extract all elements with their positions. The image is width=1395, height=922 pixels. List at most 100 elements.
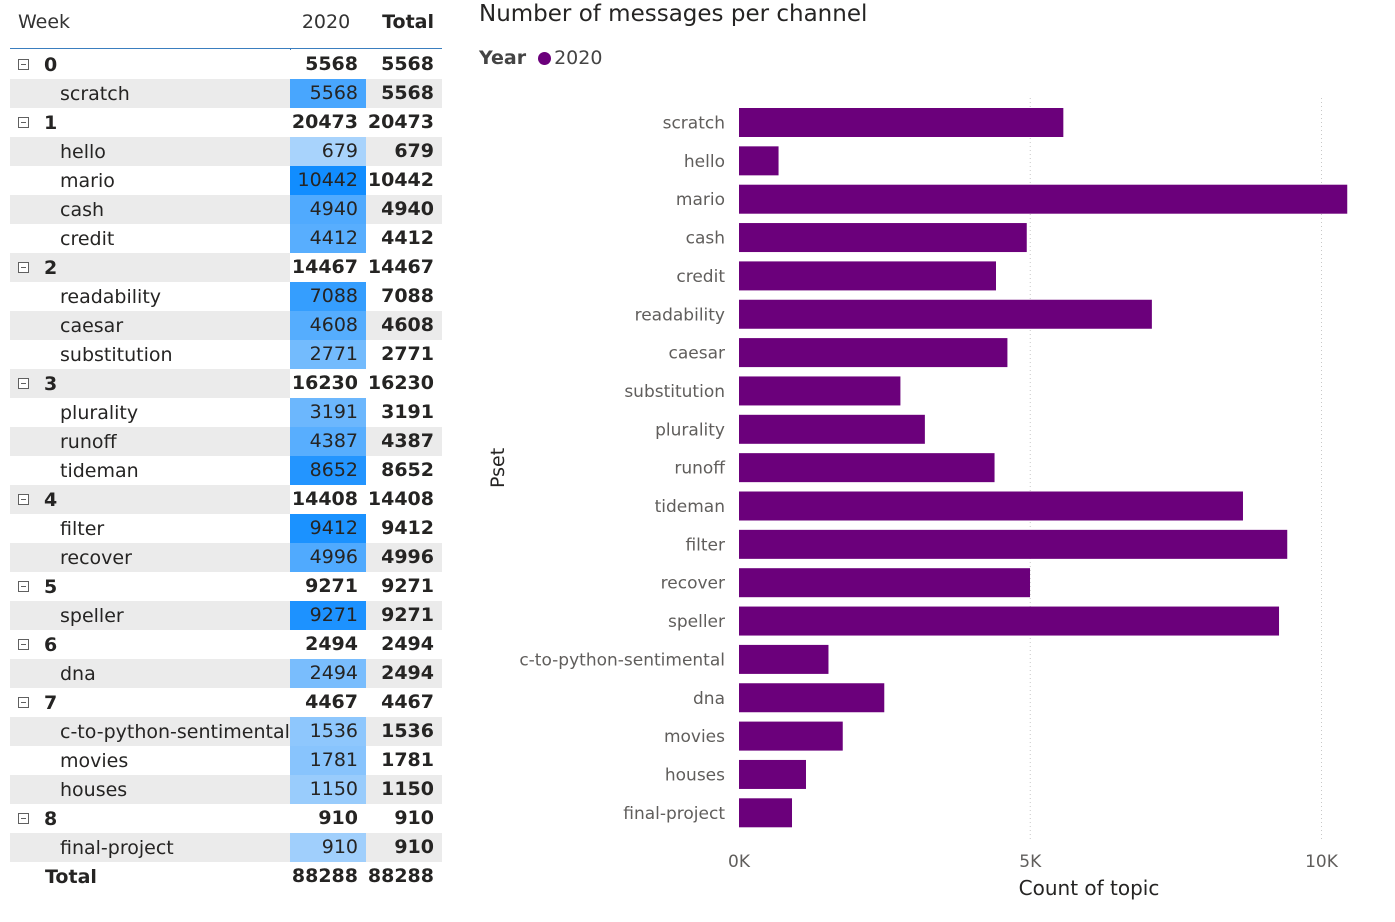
value-2020-cell[interactable]: 9271 (290, 601, 366, 630)
total-cell[interactable]: 3191 (381, 401, 434, 423)
table-row[interactable]: runoff 4387 4387 (10, 427, 442, 456)
value-2020-cell[interactable]: 10442 (290, 166, 366, 195)
total-cell[interactable]: 2771 (381, 343, 434, 365)
table-row[interactable]: speller 9271 9271 (10, 601, 442, 630)
value-2020-cell[interactable]: 679 (290, 137, 366, 166)
collapse-toggle-icon[interactable] (18, 378, 29, 389)
bar-speller[interactable] (739, 606, 1280, 636)
table-row[interactable]: scratch 5568 5568 (10, 79, 442, 108)
group-row[interactable]: 2 14467 14467 (10, 253, 442, 282)
table-row[interactable]: hello 679 679 (10, 137, 442, 166)
group-row[interactable]: 4 14408 14408 (10, 485, 442, 514)
bar-runoff[interactable] (739, 453, 995, 483)
value-2020-cell[interactable]: 4412 (290, 224, 366, 253)
value-2020-cell[interactable]: 4608 (290, 311, 366, 340)
table-row[interactable]: plurality 3191 3191 (10, 398, 442, 427)
bar-credit[interactable] (739, 261, 996, 291)
table-row[interactable]: houses 1150 1150 (10, 775, 442, 804)
table-row[interactable]: cash 4940 4940 (10, 195, 442, 224)
value-2020-cell[interactable]: 88288 (290, 862, 366, 891)
collapse-toggle-icon[interactable] (18, 117, 29, 128)
table-row[interactable]: readability 7088 7088 (10, 282, 442, 311)
total-cell[interactable]: 9271 (381, 604, 434, 626)
total-cell[interactable]: 20473 (366, 108, 442, 137)
total-cell[interactable]: 4467 (366, 688, 442, 717)
group-row[interactable]: 7 4467 4467 (10, 688, 442, 717)
value-2020-cell[interactable]: 910 (290, 804, 366, 833)
group-row[interactable]: 6 2494 2494 (10, 630, 442, 659)
total-cell[interactable]: 14408 (366, 485, 442, 514)
value-2020-cell[interactable]: 5568 (290, 79, 366, 108)
group-row[interactable]: 5 9271 9271 (10, 572, 442, 601)
bar-cash[interactable] (739, 223, 1027, 253)
value-2020-cell[interactable]: 4467 (290, 688, 366, 717)
table-row[interactable]: c-to-python-sentimental 1536 1536 (10, 717, 442, 746)
bar-substitution[interactable] (739, 376, 901, 406)
bar-final-project[interactable] (739, 798, 793, 828)
year-2020-column-header[interactable]: 2020 (301, 11, 351, 33)
value-2020-cell[interactable]: 4996 (290, 543, 366, 572)
collapse-toggle-icon[interactable] (18, 639, 29, 650)
grand-total-row[interactable]: Total 88288 88288 (10, 862, 442, 891)
table-row[interactable]: dna 2494 2494 (10, 659, 442, 688)
bar-recover[interactable] (739, 568, 1031, 598)
total-cell[interactable]: 8652 (381, 459, 434, 481)
total-cell[interactable]: 4412 (381, 227, 434, 249)
value-2020-cell[interactable]: 3191 (290, 398, 366, 427)
total-cell[interactable]: 7088 (381, 285, 434, 307)
table-row[interactable]: movies 1781 1781 (10, 746, 442, 775)
value-2020-cell[interactable]: 8652 (290, 456, 366, 485)
total-cell[interactable]: 9412 (381, 517, 434, 539)
total-cell[interactable]: 2494 (381, 662, 434, 684)
table-row[interactable]: filter 9412 9412 (10, 514, 442, 543)
total-cell[interactable]: 1150 (381, 778, 434, 800)
total-cell[interactable]: 1536 (381, 720, 434, 742)
total-cell[interactable]: 2494 (366, 630, 442, 659)
value-2020-cell[interactable]: 16230 (290, 369, 366, 398)
total-cell[interactable]: 679 (394, 140, 434, 162)
total-cell[interactable]: 4608 (381, 314, 434, 336)
bar-houses[interactable] (739, 759, 806, 789)
value-2020-cell[interactable]: 910 (290, 833, 366, 862)
bar-dna[interactable] (739, 683, 885, 713)
collapse-toggle-icon[interactable] (18, 59, 29, 70)
total-cell[interactable]: 88288 (366, 862, 442, 891)
legend-entry-2020[interactable]: 2020 (554, 47, 603, 69)
value-2020-cell[interactable]: 14467 (290, 253, 366, 282)
value-2020-cell[interactable]: 2494 (290, 659, 366, 688)
group-row[interactable]: 3 16230 16230 (10, 369, 442, 398)
value-2020-cell[interactable]: 2494 (290, 630, 366, 659)
value-2020-cell[interactable]: 9271 (290, 572, 366, 601)
value-2020-cell[interactable]: 1536 (290, 717, 366, 746)
collapse-toggle-icon[interactable] (18, 813, 29, 824)
value-2020-cell[interactable]: 14408 (290, 485, 366, 514)
bar-plurality[interactable] (739, 414, 925, 444)
table-row[interactable]: recover 4996 4996 (10, 543, 442, 572)
value-2020-cell[interactable]: 5568 (290, 50, 366, 79)
table-row[interactable]: tideman 8652 8652 (10, 456, 442, 485)
value-2020-cell[interactable]: 2771 (290, 340, 366, 369)
total-cell[interactable]: 4940 (381, 198, 434, 220)
total-cell[interactable]: 1781 (381, 749, 434, 771)
value-2020-cell[interactable]: 4940 (290, 195, 366, 224)
value-2020-cell[interactable]: 1781 (290, 746, 366, 775)
week-column-header[interactable]: Week (18, 11, 71, 33)
value-2020-cell[interactable]: 20473 (290, 108, 366, 137)
bar-movies[interactable] (739, 721, 843, 751)
table-row[interactable]: substitution 2771 2771 (10, 340, 442, 369)
total-cell[interactable]: 910 (366, 804, 442, 833)
value-2020-cell[interactable]: 9412 (290, 514, 366, 543)
total-cell[interactable]: 5568 (366, 50, 442, 79)
bar-scratch[interactable] (739, 108, 1064, 137)
total-cell[interactable]: 14467 (366, 253, 442, 282)
total-cell[interactable]: 16230 (366, 369, 442, 398)
collapse-toggle-icon[interactable] (18, 262, 29, 273)
group-row[interactable]: 1 20473 20473 (10, 108, 442, 137)
table-row[interactable]: credit 4412 4412 (10, 224, 442, 253)
value-2020-cell[interactable]: 7088 (290, 282, 366, 311)
collapse-toggle-icon[interactable] (18, 697, 29, 708)
bar-filter[interactable] (739, 529, 1288, 559)
group-row[interactable]: 0 5568 5568 (10, 50, 442, 79)
bar-tideman[interactable] (739, 491, 1243, 521)
total-cell[interactable]: 4996 (381, 546, 434, 568)
